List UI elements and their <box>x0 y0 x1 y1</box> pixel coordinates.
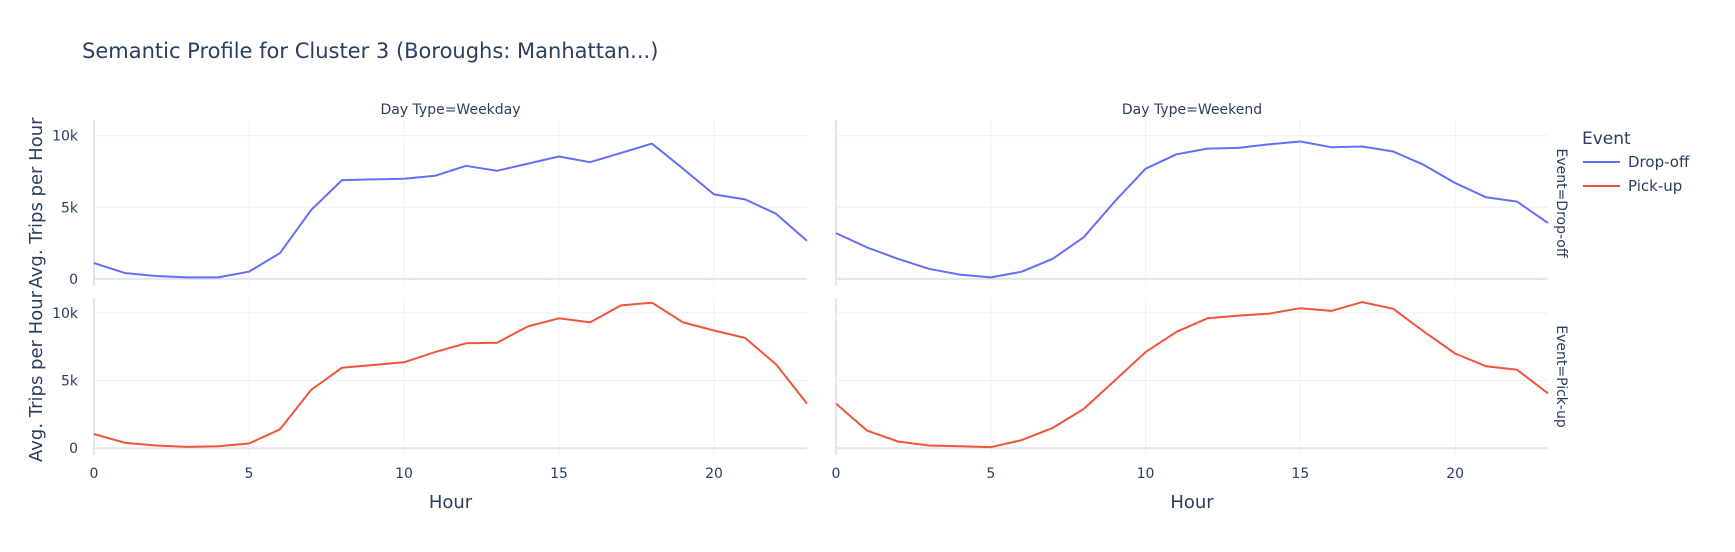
legend-label: Drop-off <box>1628 153 1690 171</box>
x-tick-label: 10 <box>1137 466 1155 482</box>
facet-row-label: Event=Drop-off <box>1553 148 1569 257</box>
x-tick-label: 0 <box>832 466 841 482</box>
x-tick-label: 20 <box>1446 466 1464 482</box>
y-tick-label: 5k <box>61 200 79 216</box>
y-tick-label: 0 <box>69 441 78 457</box>
facet-row-label: Event=Pick-up <box>1553 325 1569 428</box>
chart-legend[interactable]: Event Drop-off Pick-up <box>1582 129 1690 195</box>
facet-column-label: Day Type=Weekend <box>1122 102 1262 118</box>
panel-0-1 <box>835 120 1549 286</box>
x-tick-label: 15 <box>1291 466 1309 482</box>
panel-1-1: 0 5 10 15 20 <box>832 298 1549 482</box>
x-axis-title: Hour <box>429 492 473 513</box>
x-tick-label: 10 <box>395 466 413 482</box>
x-tick-label: 15 <box>550 466 568 482</box>
x-tick-label: 0 <box>90 466 99 482</box>
y-tick-label: 5k <box>61 374 79 390</box>
x-tick-label: 20 <box>705 466 723 482</box>
series-line-drop-off-weekday[interactable] <box>93 142 808 279</box>
y-tick-label: 10k <box>52 306 79 322</box>
chart-title: Semantic Profile for Cluster 3 (Boroughs… <box>82 39 658 63</box>
panel-1-0: 0 5k 10k 0 5 10 15 20 <box>52 298 808 482</box>
x-tick-label: 5 <box>986 466 995 482</box>
series-line-pick-up-weekend[interactable] <box>835 301 1549 449</box>
x-tick-label: 5 <box>245 466 254 482</box>
y-axis-title: Avg. Trips per Hour <box>26 290 47 462</box>
facet-column-label: Day Type=Weekday <box>380 102 520 118</box>
chart-panels: 0 5k 10k 0 5k 10k 0 5 10 15 20 0 5 10 15 20 Day Type=Wee… <box>26 102 1569 513</box>
series-line-pick-up-weekday[interactable] <box>93 301 808 448</box>
y-axis-title: Avg. Trips per Hour <box>26 117 47 289</box>
x-axis-title: Hour <box>1170 492 1214 513</box>
panel-0-0: 0 5k 10k <box>52 120 808 288</box>
series-line-drop-off-weekend[interactable] <box>835 140 1549 279</box>
y-tick-label: 10k <box>52 129 79 145</box>
legend-label: Pick-up <box>1628 177 1682 195</box>
y-tick-label: 0 <box>69 272 78 288</box>
legend-item-drop-off[interactable]: Drop-off <box>1583 153 1690 171</box>
legend-item-pick-up[interactable]: Pick-up <box>1583 177 1682 195</box>
legend-title: Event <box>1582 129 1631 149</box>
